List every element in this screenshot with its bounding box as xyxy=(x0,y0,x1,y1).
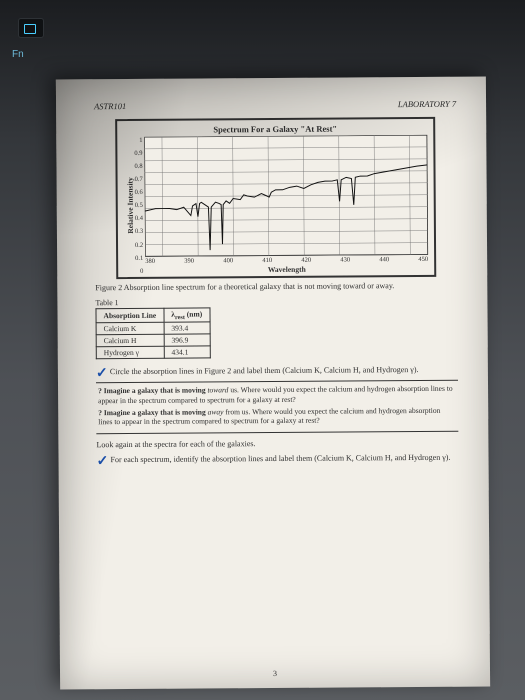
question-toward: ? Imagine a galaxy that is moving toward… xyxy=(98,384,456,405)
chart-x-tick: 430 xyxy=(340,256,350,263)
chart-y-tick: 0.3 xyxy=(135,228,143,235)
table-cell: 393.4 xyxy=(164,322,210,334)
chart-x-tick: 450 xyxy=(418,256,428,263)
chart-y-tick: 0.5 xyxy=(135,202,143,209)
table-cell: Calcium H xyxy=(96,334,164,346)
task-circle-lines: Circle the absorption lines in Figure 2 … xyxy=(96,365,458,377)
absorption-line-table: Absorption Line λrest (nm) Calcium K393.… xyxy=(95,307,210,359)
question-box: ? Imagine a galaxy that is moving toward… xyxy=(96,380,458,434)
table-header-line: Absorption Line xyxy=(96,308,164,323)
chart-title: Spectrum For a Galaxy "At Rest" xyxy=(123,123,427,135)
table-cell: 396.9 xyxy=(164,334,210,346)
chart-x-axis-label: Wavelength xyxy=(145,264,428,275)
figure-caption: Figure 2 Absorption line spectrum for a … xyxy=(95,280,457,292)
course-code: ASTR101 xyxy=(94,101,126,111)
chart-plot-area: 380 390 400 410 420 430 440 450 Wavelength xyxy=(144,135,428,275)
chart-y-tick: 0 xyxy=(135,268,143,275)
chart-x-tick: 420 xyxy=(301,256,311,263)
lab-number: LABORATORY 7 xyxy=(398,99,456,109)
table-header-wavelength: λrest (nm) xyxy=(164,308,210,323)
table-cell: 434.1 xyxy=(164,346,210,358)
worksheet-page: ASTR101 LABORATORY 7 Spectrum For a Gala… xyxy=(56,77,490,690)
question-away: ? Imagine a galaxy that is moving away f… xyxy=(98,406,456,427)
chart-y-tick: 0.4 xyxy=(135,215,143,222)
task-identify-lines: For each spectrum, identify the absorpti… xyxy=(96,452,458,464)
chart-y-axis-label: Relative Intensity xyxy=(123,137,135,275)
question-emphasis: toward xyxy=(207,385,228,394)
question-text: ? Imagine a galaxy that is moving xyxy=(98,407,207,417)
page-header: ASTR101 LABORATORY 7 xyxy=(94,99,456,112)
chart-x-tick: 390 xyxy=(184,257,194,264)
table-title: Table 1 xyxy=(95,295,457,307)
chart-y-tick: 0.2 xyxy=(135,241,143,248)
chart-y-tick: 0.8 xyxy=(134,163,142,170)
question-text: ? Imagine a galaxy that is moving xyxy=(98,386,207,396)
chart-y-tick: 0.7 xyxy=(135,176,143,183)
page-number: 3 xyxy=(60,667,490,679)
table-cell: Hydrogen γ xyxy=(96,346,164,358)
table-row: Calcium H396.9 xyxy=(96,334,210,347)
chart-x-tick: 400 xyxy=(223,257,233,264)
table-row: Hydrogen γ434.1 xyxy=(96,346,210,359)
chart-y-tick: 1 xyxy=(134,137,142,144)
keyboard-key xyxy=(18,18,44,38)
table-cell: Calcium K xyxy=(96,322,164,334)
chart-x-tick: 380 xyxy=(145,257,155,264)
instruction-paragraph: Look again at the spectra for each of th… xyxy=(96,437,458,449)
chart-x-tick: 410 xyxy=(262,257,272,264)
chart-y-tick: 0.1 xyxy=(135,254,143,261)
chart-y-tick: 0.9 xyxy=(134,150,142,157)
chart-x-tick: 440 xyxy=(379,256,389,263)
table-row: Calcium K393.4 xyxy=(96,322,210,335)
keyboard-fn-label: Fn xyxy=(12,50,24,60)
chart-y-tick: 0.6 xyxy=(135,189,143,196)
question-emphasis: away xyxy=(208,407,224,416)
spectrum-chart: Spectrum For a Galaxy "At Rest" Relative… xyxy=(115,117,436,279)
